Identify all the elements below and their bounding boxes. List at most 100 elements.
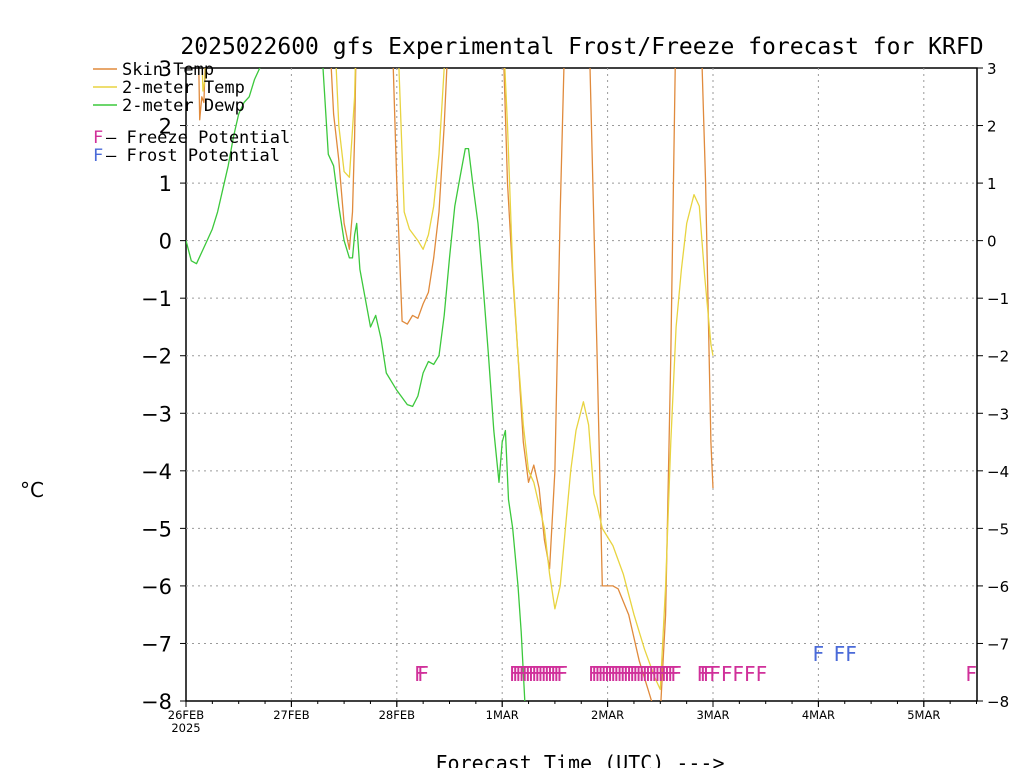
y-tick-label-right: 3 bbox=[987, 60, 997, 78]
freeze-marker: F bbox=[658, 662, 670, 686]
frost-marker: F bbox=[834, 642, 846, 666]
y-tick-label-right: −4 bbox=[987, 463, 1009, 481]
freeze-marker: F bbox=[629, 662, 641, 686]
freeze-marker: F bbox=[588, 662, 600, 686]
frost-marker: F bbox=[845, 642, 857, 666]
freeze-marker: F bbox=[522, 662, 534, 686]
freeze-marker: F bbox=[544, 662, 556, 686]
series-line-2-meter-temp bbox=[201, 68, 714, 691]
freeze-marker: F bbox=[541, 662, 553, 686]
x-axis-label: Forecast Time (UTC) ---> bbox=[436, 751, 725, 768]
legend-label: 2-meter Dewp bbox=[122, 96, 245, 116]
y-tick-label: −8 bbox=[141, 690, 172, 714]
freeze-marker: F bbox=[617, 662, 629, 686]
freeze-marker: F bbox=[519, 662, 531, 686]
y-tick-label: −5 bbox=[141, 517, 172, 541]
y-tick-label: −3 bbox=[141, 402, 172, 426]
freeze-marker: F bbox=[670, 662, 682, 686]
y-tick-label-right: −6 bbox=[987, 578, 1009, 596]
key-symbol: F bbox=[93, 128, 103, 148]
x-axis: 26FEB 27FEB 28FEB 1MAR 2MAR 3MAR 4MAR 5MAR 2025 bbox=[168, 701, 977, 735]
y-tick-label-right: −2 bbox=[987, 348, 1009, 366]
y-axis-right: 3 2 1 0 −1 −2 −3 −4 −5 −6 −7 −8 bbox=[977, 60, 1009, 711]
freeze-marker: F bbox=[601, 662, 613, 686]
series-line-skin-temp bbox=[198, 68, 714, 701]
freeze-marker: F bbox=[721, 662, 733, 686]
x-tick-label: 1MAR bbox=[486, 708, 519, 722]
freeze-marker: F bbox=[557, 662, 569, 686]
freeze-marker: F bbox=[632, 662, 644, 686]
freeze-marker: F bbox=[534, 662, 546, 686]
freeze-marker: F bbox=[620, 662, 632, 686]
y-tick-label: 2 bbox=[159, 115, 172, 139]
freeze-marker: F bbox=[604, 662, 616, 686]
freeze-marker: F bbox=[414, 662, 426, 686]
grid-lines bbox=[186, 68, 977, 701]
freeze-marker: F bbox=[664, 662, 676, 686]
y-tick-label-right: −8 bbox=[987, 693, 1009, 711]
freeze-marker: F bbox=[528, 662, 540, 686]
key-label: – Frost Potential bbox=[106, 146, 280, 166]
freeze-marker: F bbox=[525, 662, 537, 686]
freeze-marker: F bbox=[661, 662, 673, 686]
key-symbol: F bbox=[93, 146, 103, 166]
x-tick-label: 4MAR bbox=[802, 708, 835, 722]
freeze-marker: F bbox=[642, 662, 654, 686]
x-tick-label: 3MAR bbox=[696, 708, 729, 722]
y-axis-label: °C bbox=[20, 478, 44, 502]
y-tick-label-right: −1 bbox=[987, 290, 1009, 308]
y-tick-label: 3 bbox=[159, 57, 172, 81]
plot-frame bbox=[185, 67, 978, 702]
y-tick-label: −4 bbox=[141, 460, 172, 484]
chart-title: 2025022600 gfs Experimental Frost/Freeze… bbox=[180, 34, 983, 60]
y-tick-label-right: −7 bbox=[987, 635, 1009, 653]
series-lines bbox=[186, 68, 714, 701]
freeze-marker: F bbox=[965, 662, 977, 686]
freeze-marker: F bbox=[594, 662, 606, 686]
freeze-marker: F bbox=[645, 662, 657, 686]
freeze-marker: F bbox=[667, 662, 679, 686]
x-tick-year: 2025 bbox=[171, 721, 200, 735]
legend-label: 2-meter Temp bbox=[122, 78, 245, 98]
x-tick-label: 28FEB bbox=[379, 708, 416, 722]
legend-label: Skin Temp bbox=[122, 60, 214, 80]
y-axis-left: 3 2 1 0 −1 −2 −3 −4 −5 −6 −7 −8 bbox=[141, 57, 186, 714]
freeze-marker: F bbox=[613, 662, 625, 686]
freeze-marker: F bbox=[655, 662, 667, 686]
x-tick-label: 5MAR bbox=[907, 708, 940, 722]
freeze-marker: F bbox=[598, 662, 610, 686]
freeze-marker: F bbox=[733, 662, 745, 686]
freeze-marker: F bbox=[610, 662, 622, 686]
freeze-marker: F bbox=[547, 662, 559, 686]
frost-marker: F bbox=[813, 642, 825, 666]
freeze-marker: F bbox=[703, 662, 715, 686]
x-tick-label: 26FEB bbox=[168, 708, 205, 722]
freeze-marker: F bbox=[648, 662, 660, 686]
freeze-marker: F bbox=[515, 662, 527, 686]
freeze-marker: F bbox=[417, 662, 429, 686]
x-tick-label: 2MAR bbox=[591, 708, 624, 722]
y-tick-label-right: 0 bbox=[987, 233, 997, 251]
freeze-marker: F bbox=[651, 662, 663, 686]
key-label: – Freeze Potential bbox=[106, 128, 290, 148]
freeze-marker: F bbox=[607, 662, 619, 686]
y-tick-label: 0 bbox=[159, 230, 172, 254]
y-tick-label-right: −3 bbox=[987, 405, 1009, 423]
y-tick-label-right: 1 bbox=[987, 175, 997, 193]
freeze-marker: F bbox=[700, 662, 712, 686]
freeze-marker: F bbox=[550, 662, 562, 686]
freeze-marker: F bbox=[639, 662, 651, 686]
freeze-marker: F bbox=[744, 662, 756, 686]
y-tick-label-right: −5 bbox=[987, 520, 1009, 538]
freeze-marker: F bbox=[709, 662, 721, 686]
freeze-marker: F bbox=[756, 662, 768, 686]
freeze-marker: F bbox=[591, 662, 603, 686]
freeze-marker: F bbox=[538, 662, 550, 686]
series-line-2-meter-dewp bbox=[186, 68, 526, 701]
freeze-marker: F bbox=[623, 662, 635, 686]
freeze-marker: F bbox=[636, 662, 648, 686]
y-tick-label-right: 2 bbox=[987, 118, 997, 136]
